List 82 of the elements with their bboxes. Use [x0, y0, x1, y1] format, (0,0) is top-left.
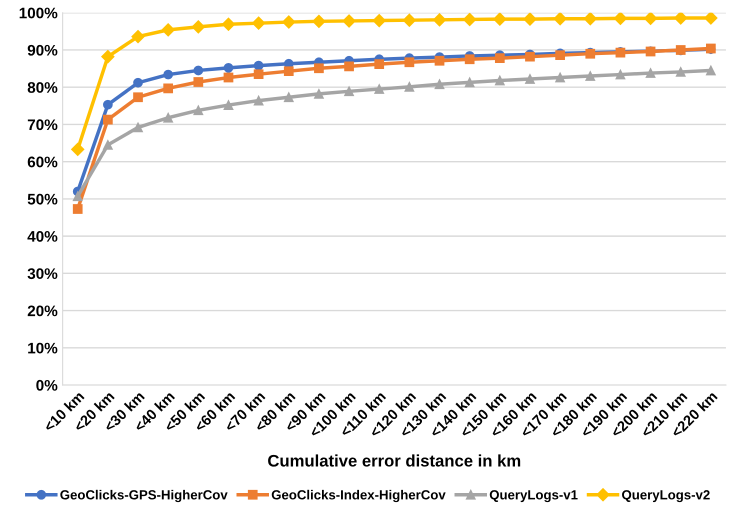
point: [222, 18, 236, 31]
point: [163, 83, 174, 94]
point: [133, 122, 143, 132]
point: [344, 86, 354, 96]
legend-label: GeoClicks-GPS-HigherCov: [60, 490, 228, 502]
point: [133, 92, 143, 102]
point: [193, 105, 204, 116]
y-tick-label: 100%: [20, 8, 58, 18]
point: [404, 57, 414, 68]
point: [493, 12, 506, 26]
y-tick-label: 60%: [28, 156, 58, 168]
point: [312, 14, 326, 28]
point: [224, 100, 234, 110]
point: [163, 112, 174, 123]
point: [464, 78, 475, 88]
point: [464, 54, 475, 64]
point: [162, 23, 175, 36]
point: [254, 60, 264, 70]
point: [404, 82, 414, 92]
point: [374, 84, 384, 94]
point: [374, 59, 384, 69]
point: [402, 14, 416, 27]
point: [644, 12, 658, 25]
point: [163, 70, 174, 80]
point: [284, 66, 294, 76]
point: [254, 96, 264, 106]
point: [192, 20, 205, 34]
point: [434, 79, 444, 90]
point: [584, 12, 597, 26]
y-tick-label: 0%: [36, 380, 58, 391]
y-tick-label: 70%: [28, 119, 58, 130]
point: [554, 12, 567, 26]
point: [344, 62, 354, 72]
point: [614, 12, 628, 25]
point: [494, 53, 505, 64]
point: [131, 30, 145, 44]
point: [224, 72, 234, 82]
point: [585, 71, 596, 81]
point: [525, 52, 535, 62]
point: [314, 63, 324, 74]
point: [463, 12, 476, 26]
y-tick-label: 80%: [28, 82, 58, 93]
y-tick-label: 90%: [28, 44, 58, 56]
point: [704, 12, 718, 25]
x-axis-title: Cumulative error distance in km: [268, 454, 520, 467]
y-tick-label: 40%: [27, 231, 58, 242]
point: [616, 70, 626, 80]
y-tick-label: 50%: [28, 194, 58, 205]
point: [193, 66, 204, 76]
y-tick-label: 20%: [28, 305, 58, 316]
point: [372, 14, 386, 28]
point: [252, 16, 266, 30]
point: [193, 77, 204, 87]
point: [646, 68, 656, 78]
legend-label: GeoClicks-Index-HigherCov: [272, 490, 446, 502]
point: [676, 67, 686, 77]
legend-label: QueryLogs-v2: [622, 490, 710, 502]
point: [494, 76, 505, 86]
point: [103, 100, 113, 110]
point: [314, 89, 324, 99]
point: [282, 15, 296, 29]
point: [432, 13, 446, 26]
y-tick-label: 30%: [28, 268, 58, 280]
point: [103, 140, 113, 150]
point: [706, 66, 716, 76]
y-tick-label: 10%: [28, 342, 58, 354]
point: [342, 14, 356, 28]
point: [71, 142, 84, 156]
point: [101, 50, 114, 64]
point: [434, 56, 444, 66]
point: [284, 92, 294, 102]
point: [72, 191, 83, 202]
point: [133, 78, 143, 88]
point: [555, 72, 565, 82]
legend-label: QueryLogs-v1: [490, 490, 578, 502]
point: [72, 204, 83, 214]
point: [254, 69, 264, 80]
point: [523, 12, 537, 26]
point: [525, 74, 535, 84]
point: [674, 12, 688, 25]
point: [224, 62, 234, 73]
point: [103, 114, 113, 124]
